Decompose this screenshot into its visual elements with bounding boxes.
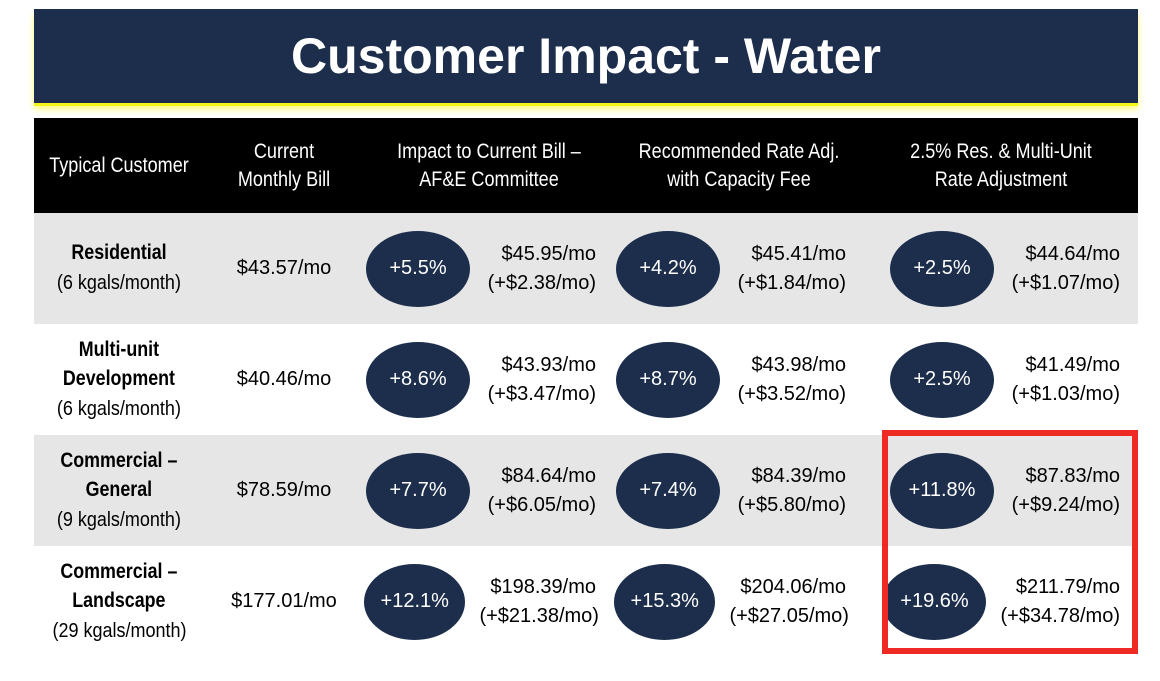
customer-cell: Commercial – Landscape (29 kgals/month) [34,557,204,647]
bill-delta: (+$9.24/mo) [1011,493,1120,516]
bill-delta: (+$6.05/mo) [487,493,596,516]
new-bill: $44.64/mo [1025,242,1120,265]
bill-delta: (+$3.47/mo) [487,382,596,405]
afe-impact-cell: +5.5% $45.95/mo (+$2.38/mo) [364,230,614,307]
table-row: Commercial – Landscape (29 kgals/month) … [34,546,1138,657]
bill-delta: (+$1.84/mo) [737,271,846,294]
afe-impact-cell: +7.7% $84.64/mo (+$6.05/mo) [364,452,614,529]
new-bill: $204.06/mo [740,575,846,598]
bill-delta: (+$27.05/mo) [729,604,849,627]
recommended-impact-cell: +7.4% $84.39/mo (+$5.80/mo) [614,452,864,529]
header-res-multiunit-adj: 2.5% Res. & Multi-Unit Rate Adjustment [910,139,1092,191]
customer-impact-table: Typical Customer Current Monthly Bill Im… [34,118,1138,657]
recommended-impact-cell: +4.2% $45.41/mo (+$1.84/mo) [614,230,864,307]
bill-delta: (+$34.78/mo) [1000,604,1120,627]
table-header: Typical Customer Current Monthly Bill Im… [34,118,1138,213]
percent-bubble: +15.3% [614,563,716,640]
title-banner: Customer Impact - Water [34,9,1138,103]
bill-delta: (+$21.38/mo) [479,604,599,627]
res-adj-impact-cell: +2.5% $41.49/mo (+$1.03/mo) [864,341,1138,418]
customer-name: Commercial – Landscape [60,559,178,612]
bill-delta: (+$1.07/mo) [1011,271,1120,294]
header-afe-committee: Impact to Current Bill – AF&E Committee [397,139,581,191]
new-bill: $43.98/mo [751,353,846,376]
new-bill: $87.83/mo [1025,464,1120,487]
current-bill: $40.46/mo [236,368,332,390]
afe-impact-cell: +12.1% $198.39/mo (+$21.38/mo) [364,563,614,640]
bill-delta: (+$5.80/mo) [737,493,846,516]
new-bill: $43.93/mo [501,353,596,376]
bill-delta: (+$3.52/mo) [737,382,846,405]
header-recommended-rate: Recommended Rate Adj. with Capacity Fee [638,139,840,191]
percent-bubble: +2.5% [890,230,994,307]
customer-cell: Residential (6 kgals/month) [34,238,204,299]
header-typical-customer: Typical Customer [49,153,189,177]
customer-name: Commercial – General [60,448,178,501]
new-bill: $84.39/mo [751,464,846,487]
res-adj-impact-cell: +11.8% $87.83/mo (+$9.24/mo) [864,452,1138,529]
header-current-bill: Current Monthly Bill [237,139,331,191]
percent-bubble: +2.5% [890,341,994,418]
percent-bubble: +19.6% [882,563,987,640]
page-title: Customer Impact - Water [291,28,881,84]
customer-usage: (9 kgals/month) [56,508,182,531]
table-row: Multi-unit Development (6 kgals/month) $… [34,324,1138,435]
new-bill: $211.79/mo [1015,575,1120,598]
percent-bubble: +8.6% [366,341,470,418]
percent-bubble: +5.5% [366,230,470,307]
new-bill: $45.95/mo [501,242,596,265]
bill-delta: (+$1.03/mo) [1011,382,1120,405]
customer-cell: Multi-unit Development (6 kgals/month) [34,335,204,425]
current-bill: $177.01/mo [231,590,337,612]
res-adj-impact-cell: +19.6% $211.79/mo (+$34.78/mo) [864,563,1138,640]
table-row: Residential (6 kgals/month) $43.57/mo +5… [34,213,1138,324]
customer-cell: Commercial – General (9 kgals/month) [34,446,204,536]
customer-usage: (6 kgals/month) [56,272,182,294]
recommended-impact-cell: +15.3% $204.06/mo (+$27.05/mo) [614,563,864,640]
current-bill: $43.57/mo [236,257,332,279]
customer-name: Multi-unit Development [62,337,176,390]
customer-name: Residential [71,241,167,264]
percent-bubble: +7.7% [366,452,470,529]
percent-bubble: +12.1% [364,563,466,640]
current-bill: $78.59/mo [236,479,332,501]
percent-bubble: +8.7% [616,341,720,418]
table-row: Commercial – General (9 kgals/month) $78… [34,435,1138,546]
new-bill: $198.39/mo [490,575,596,598]
percent-bubble: +7.4% [616,452,720,529]
bill-delta: (+$2.38/mo) [487,271,596,294]
new-bill: $84.64/mo [501,464,596,487]
recommended-impact-cell: +8.7% $43.98/mo (+$3.52/mo) [614,341,864,418]
percent-bubble: +4.2% [616,230,720,307]
afe-impact-cell: +8.6% $43.93/mo (+$3.47/mo) [364,341,614,418]
new-bill: $45.41/mo [751,242,846,265]
percent-bubble: +11.8% [890,452,994,529]
customer-usage: (6 kgals/month) [56,397,182,420]
new-bill: $41.49/mo [1025,353,1120,376]
customer-usage: (29 kgals/month) [51,619,187,642]
res-adj-impact-cell: +2.5% $44.64/mo (+$1.07/mo) [864,230,1138,307]
